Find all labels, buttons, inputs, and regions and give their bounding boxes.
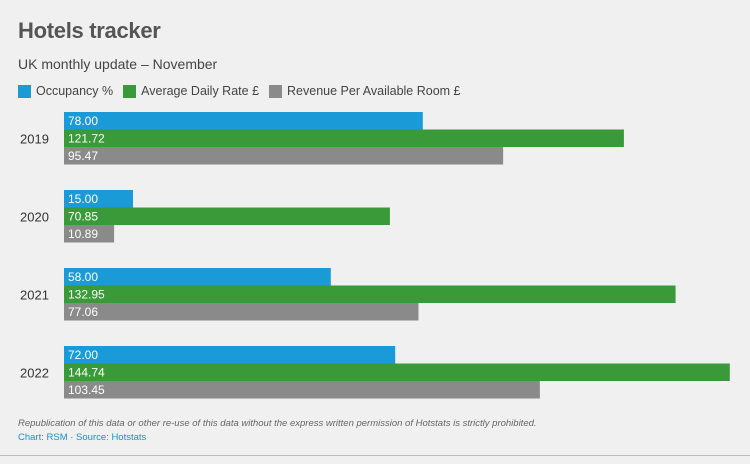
legend-label-occupancy: Occupancy % [36, 84, 114, 98]
legend-item-occupancy: Occupancy % [18, 84, 113, 98]
value-label-2019-series-1: 121.72 [68, 132, 105, 146]
value-label-2021-series-1: 132.95 [68, 288, 105, 302]
legend-item-adr: Average Daily Rate £ [123, 84, 259, 98]
value-label-2020-series-0: 15.00 [68, 192, 98, 206]
legend-swatch-revpar [269, 84, 283, 98]
value-label-2022-series-0: 72.00 [68, 348, 98, 362]
category-label-2019: 2019 [20, 131, 49, 146]
value-label-2022-series-1: 144.74 [68, 366, 105, 380]
bar-2021-series-2 [64, 303, 419, 321]
republication-note: Republication of this data or other re-u… [18, 418, 537, 429]
value-label-2019-series-2: 95.47 [68, 149, 98, 163]
bar-2022-series-2 [64, 381, 540, 399]
bar-2020-series-0 [64, 190, 133, 208]
bar-2021-series-1 [64, 285, 676, 303]
category-label-2021: 2021 [20, 287, 49, 302]
chart-subtitle: UK monthly update – November [18, 56, 218, 72]
value-label-2022-series-2: 103.45 [68, 383, 105, 397]
value-label-2019-series-0: 78.00 [68, 114, 98, 128]
chart-title: Hotels tracker [18, 18, 161, 43]
category-label-2020: 2020 [20, 209, 49, 224]
legend-swatch-occupancy [18, 84, 31, 98]
legend-label-revpar: Revenue Per Available Room £ [287, 84, 461, 98]
legend-item-revpar: Revenue Per Available Room £ [269, 84, 461, 98]
legend-label-adr: Average Daily Rate £ [141, 84, 260, 98]
bar-chart: 2019 78.00 121.72 95.47 2020 15.00 70.85 10.89 2… [20, 112, 730, 399]
category-label-2022: 2022 [20, 365, 49, 380]
bar-2020-series-1 [64, 207, 390, 225]
bar-2022-series-0 [64, 346, 396, 364]
legend-swatch-adr [123, 84, 137, 98]
value-label-2020-series-1: 70.85 [68, 210, 98, 224]
value-label-2021-series-2: 77.06 [68, 305, 98, 319]
bar-2022-series-1 [64, 363, 730, 381]
bar-2019-series-0 [64, 112, 423, 130]
bottom-divider [0, 455, 750, 456]
chart-credits: Chart: RSM · Source: Hotstats [18, 432, 147, 443]
legend: Occupancy % Average Daily Rate £ Revenue… [18, 84, 471, 98]
bar-2019-series-2 [64, 147, 504, 165]
bar-2020-series-2 [64, 225, 115, 243]
bar-2021-series-0 [64, 268, 331, 286]
bar-2019-series-1 [64, 129, 624, 147]
value-label-2021-series-0: 58.00 [68, 270, 98, 284]
value-label-2020-series-2: 10.89 [68, 227, 98, 241]
